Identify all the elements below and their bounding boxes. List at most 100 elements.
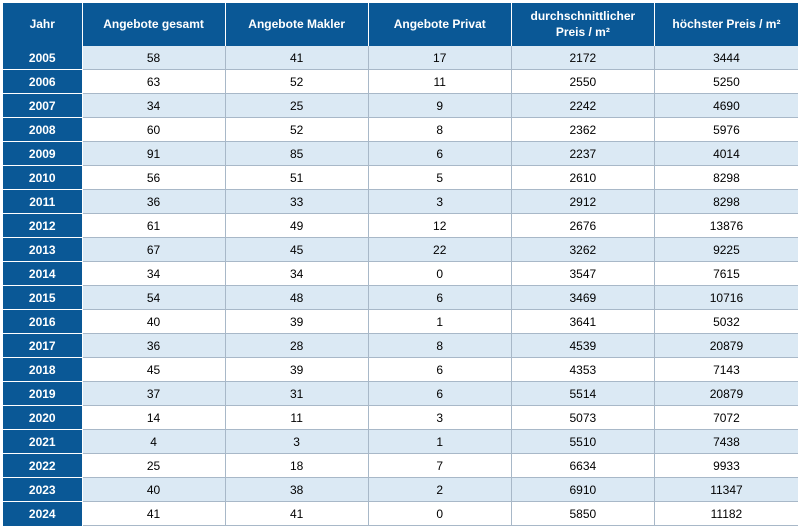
year-cell: 2008 xyxy=(3,118,83,142)
data-cell: 8 xyxy=(369,118,512,142)
data-cell: 8298 xyxy=(655,190,798,214)
data-cell: 4539 xyxy=(512,334,655,358)
year-cell: 2024 xyxy=(3,502,83,526)
table-row: 20164039136415032 xyxy=(3,310,798,334)
data-cell: 5 xyxy=(369,166,512,190)
table-row: 202143155107438 xyxy=(3,430,798,454)
data-cell: 3 xyxy=(226,430,369,454)
data-cell: 5032 xyxy=(655,310,798,334)
data-cell: 56 xyxy=(83,166,226,190)
table-row: 20113633329128298 xyxy=(3,190,798,214)
data-cell: 2912 xyxy=(512,190,655,214)
data-cell: 5510 xyxy=(512,430,655,454)
data-cell: 11182 xyxy=(655,502,798,526)
data-cell: 4690 xyxy=(655,94,798,118)
year-cell: 2017 xyxy=(3,334,83,358)
data-cell: 2172 xyxy=(512,46,655,70)
data-cell: 8 xyxy=(369,334,512,358)
data-cell: 2550 xyxy=(512,70,655,94)
data-cell: 49 xyxy=(226,214,369,238)
table-row: 201937316551420879 xyxy=(3,382,798,406)
data-cell: 52 xyxy=(226,118,369,142)
table-row: 200558411721723444 xyxy=(3,46,798,70)
table-row: 20222518766349933 xyxy=(3,454,798,478)
data-cell: 25 xyxy=(226,94,369,118)
data-cell: 11 xyxy=(369,70,512,94)
data-cell: 54 xyxy=(83,286,226,310)
data-cell: 40 xyxy=(83,310,226,334)
data-cell: 45 xyxy=(226,238,369,262)
data-cell: 1 xyxy=(369,310,512,334)
data-cell: 61 xyxy=(83,214,226,238)
data-cell: 7 xyxy=(369,454,512,478)
table-row: 201367452232629225 xyxy=(3,238,798,262)
data-cell: 28 xyxy=(226,334,369,358)
data-cell: 6910 xyxy=(512,478,655,502)
table-row: 201736288453920879 xyxy=(3,334,798,358)
data-cell: 33 xyxy=(226,190,369,214)
data-cell: 40 xyxy=(83,478,226,502)
data-cell: 52 xyxy=(226,70,369,94)
data-cell: 7438 xyxy=(655,430,798,454)
year-cell: 2022 xyxy=(3,454,83,478)
data-cell: 48 xyxy=(226,286,369,310)
data-cell: 6 xyxy=(369,286,512,310)
data-cell: 38 xyxy=(226,478,369,502)
table-row: 20201411350737072 xyxy=(3,406,798,430)
year-cell: 2010 xyxy=(3,166,83,190)
year-cell: 2011 xyxy=(3,190,83,214)
data-cell: 39 xyxy=(226,358,369,382)
data-cell: 63 xyxy=(83,70,226,94)
data-cell: 4 xyxy=(83,430,226,454)
data-cell: 11347 xyxy=(655,478,798,502)
table-row: 2012614912267613876 xyxy=(3,214,798,238)
data-cell: 5073 xyxy=(512,406,655,430)
data-cell: 2362 xyxy=(512,118,655,142)
year-cell: 2014 xyxy=(3,262,83,286)
data-cell: 5976 xyxy=(655,118,798,142)
year-cell: 2016 xyxy=(3,310,83,334)
table-header: JahrAngebote gesamtAngebote MaklerAngebo… xyxy=(3,3,798,46)
data-cell: 0 xyxy=(369,502,512,526)
table-row: 20105651526108298 xyxy=(3,166,798,190)
data-cell: 3 xyxy=(369,190,512,214)
data-cell: 14 xyxy=(83,406,226,430)
data-cell: 9 xyxy=(369,94,512,118)
year-cell: 2007 xyxy=(3,94,83,118)
data-cell: 36 xyxy=(83,334,226,358)
col-header-1: Angebote gesamt xyxy=(83,3,226,46)
data-cell: 12 xyxy=(369,214,512,238)
data-cell: 2 xyxy=(369,478,512,502)
year-cell: 2021 xyxy=(3,430,83,454)
data-cell: 45 xyxy=(83,358,226,382)
data-cell: 10716 xyxy=(655,286,798,310)
data-cell: 6634 xyxy=(512,454,655,478)
data-cell: 31 xyxy=(226,382,369,406)
year-cell: 2015 xyxy=(3,286,83,310)
data-table: JahrAngebote gesamtAngebote MaklerAngebo… xyxy=(3,3,798,526)
data-cell: 2610 xyxy=(512,166,655,190)
data-cell: 41 xyxy=(226,502,369,526)
data-cell: 2676 xyxy=(512,214,655,238)
data-cell: 34 xyxy=(83,262,226,286)
data-cell: 25 xyxy=(83,454,226,478)
data-cell: 6 xyxy=(369,382,512,406)
data-cell: 5850 xyxy=(512,502,655,526)
data-cell: 6 xyxy=(369,358,512,382)
data-cell: 60 xyxy=(83,118,226,142)
data-cell: 7072 xyxy=(655,406,798,430)
data-cell: 4353 xyxy=(512,358,655,382)
table-row: 202441410585011182 xyxy=(3,502,798,526)
data-cell: 7615 xyxy=(655,262,798,286)
data-cell: 51 xyxy=(226,166,369,190)
table-row: 200663521125505250 xyxy=(3,70,798,94)
data-cell: 85 xyxy=(226,142,369,166)
data-cell: 58 xyxy=(83,46,226,70)
data-cell: 17 xyxy=(369,46,512,70)
table-row: 201554486346910716 xyxy=(3,286,798,310)
table-row: 202340382691011347 xyxy=(3,478,798,502)
year-cell: 2023 xyxy=(3,478,83,502)
data-cell: 8298 xyxy=(655,166,798,190)
data-cell: 9933 xyxy=(655,454,798,478)
col-header-3: Angebote Privat xyxy=(369,3,512,46)
